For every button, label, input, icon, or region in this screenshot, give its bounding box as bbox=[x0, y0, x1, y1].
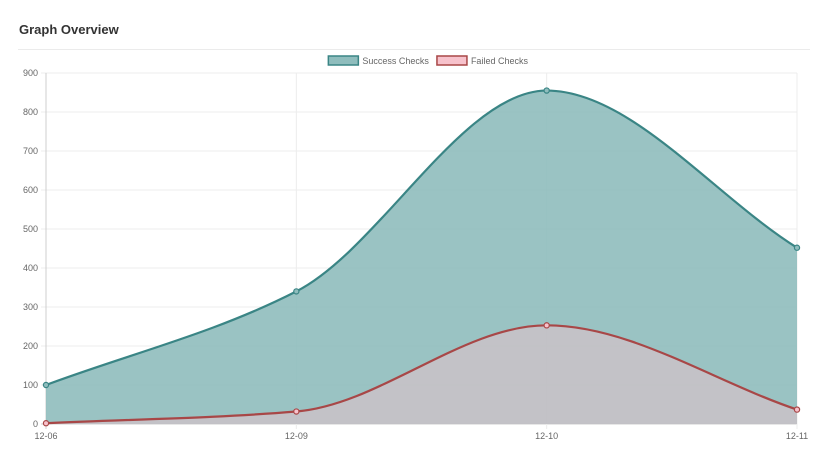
series-area bbox=[46, 90, 797, 425]
y-tick-label: 400 bbox=[23, 263, 38, 273]
series-area bbox=[46, 325, 797, 424]
card-title: Graph Overview bbox=[19, 22, 119, 37]
y-tick-label: 0 bbox=[33, 419, 38, 429]
y-tick-label: 800 bbox=[23, 107, 38, 117]
x-axis: 12-06 12-09 12-10 12-11 bbox=[34, 431, 808, 441]
x-tick-label: 12-11 bbox=[786, 431, 808, 441]
series-areas bbox=[45, 89, 798, 425]
data-point bbox=[293, 288, 300, 295]
y-tick-label: 600 bbox=[23, 185, 38, 195]
legend[interactable]: Success Checks Failed Checks bbox=[327, 55, 529, 66]
data-point bbox=[793, 406, 801, 413]
data-point bbox=[793, 244, 801, 251]
data-point bbox=[293, 408, 300, 415]
y-tick-label: 500 bbox=[23, 224, 38, 234]
y-tick-label: 300 bbox=[23, 302, 38, 312]
legend-label: Success Checks bbox=[362, 56, 429, 66]
series-line bbox=[45, 89, 798, 387]
y-tick-label: 100 bbox=[23, 380, 38, 390]
y-tick-label: 900 bbox=[23, 68, 38, 78]
data-point bbox=[543, 322, 550, 329]
series-line bbox=[45, 324, 798, 425]
y-tick-label: 700 bbox=[23, 146, 38, 156]
x-tick-label: 12-10 bbox=[535, 431, 558, 441]
legend-swatch bbox=[436, 55, 468, 66]
data-point bbox=[42, 420, 50, 427]
series-points bbox=[42, 87, 801, 427]
legend-swatch bbox=[327, 55, 360, 66]
data-point bbox=[42, 381, 50, 389]
data-point bbox=[543, 87, 550, 94]
x-tick-label: 12-09 bbox=[285, 431, 308, 441]
title-divider bbox=[18, 49, 810, 50]
y-tick-label: 200 bbox=[23, 341, 38, 351]
legend-label: Failed Checks bbox=[471, 56, 529, 66]
x-tick-label: 12-06 bbox=[34, 431, 57, 441]
y-axis: 0 100 200 300 400 500 600 700 800 900 bbox=[23, 68, 38, 429]
